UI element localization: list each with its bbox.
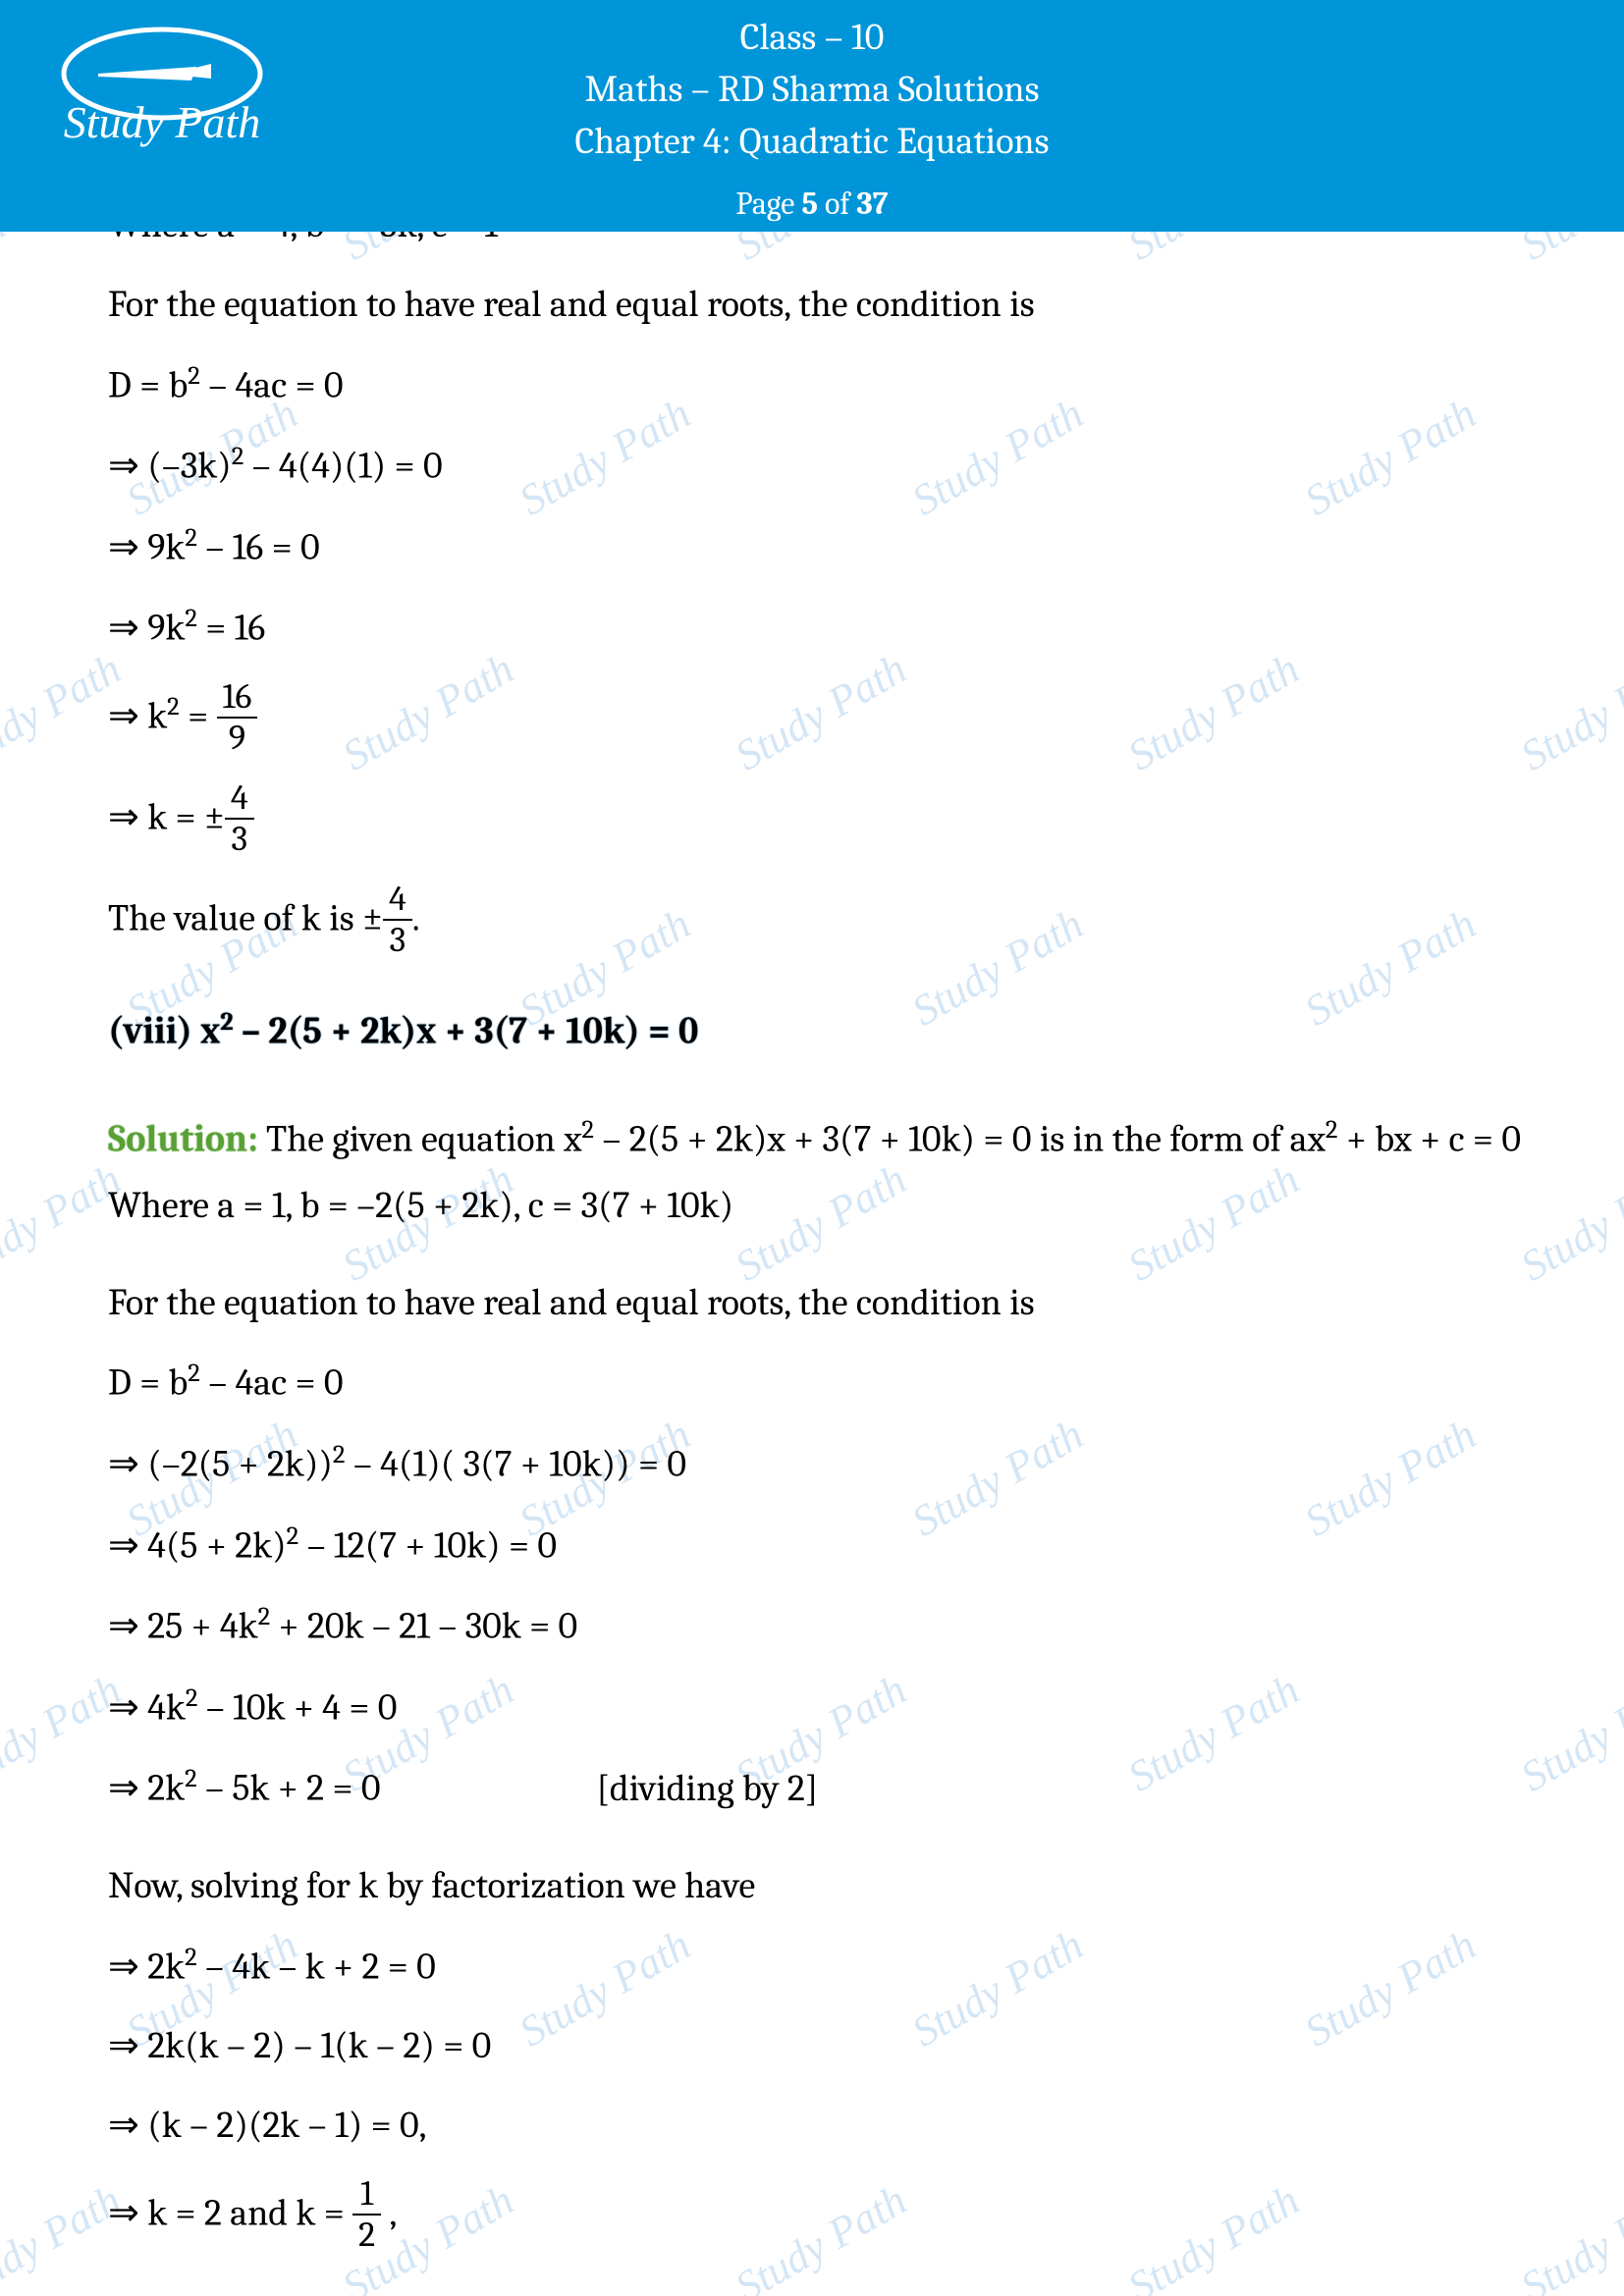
eq-line: ⇒ 4(5 + 2k)2 – 12(7 + 10k) = 0 bbox=[108, 1516, 1522, 1575]
svg-text:Study Path: Study Path bbox=[64, 97, 261, 147]
page-content: Where a = 4, b = –3k, c = 1 For the equa… bbox=[108, 196, 1522, 2277]
text-line: The value of k is ±43. bbox=[108, 881, 1522, 961]
eq-line: ⇒ 25 + 4k2 + 20k – 21 – 30k = 0 bbox=[108, 1596, 1522, 1656]
question-8: (viii) x2 – 2(5 + 2k)x + 3(7 + 10k) = 0 bbox=[108, 1001, 1522, 1061]
eq-note: [dividing by 2] bbox=[597, 1767, 819, 1810]
solution-line: Solution: The given equation x2 – 2(5 + … bbox=[108, 1109, 1522, 1169]
eq-line: ⇒ 9k2 – 16 = 0 bbox=[108, 517, 1522, 577]
studypath-logo: Study Path bbox=[39, 20, 285, 157]
text-line: For the equation to have real and equal … bbox=[108, 276, 1522, 334]
eq-line: D = b2 – 4ac = 0 bbox=[108, 1353, 1522, 1413]
eq-line: ⇒ 2k2 – 4k – k + 2 = 0 bbox=[108, 1937, 1522, 1997]
eq-line: ⇒ (k – 2)(2k – 1) = 0, bbox=[108, 2097, 1522, 2155]
eq-line: ⇒ 2k2 – 5k + 2 = 0[dividing by 2] bbox=[108, 1758, 1522, 1818]
page-footer: Page 5 of 37 bbox=[0, 177, 1624, 232]
text-line: Where a = 1, b = –2(5 + 2k), c = 3(7 + 1… bbox=[108, 1177, 1522, 1235]
eq-line: ⇒ 2k(k – 2) – 1(k – 2) = 0 bbox=[108, 2017, 1522, 2075]
eq-line: D = b2 – 4ac = 0 bbox=[108, 355, 1522, 415]
eq-line: ⇒ 4k2 – 10k + 4 = 0 bbox=[108, 1678, 1522, 1737]
eq-line: ⇒ k = ±43 bbox=[108, 780, 1522, 860]
eq-line: ⇒ 9k2 = 16 bbox=[108, 598, 1522, 658]
text-line: For the equation to have real and equal … bbox=[108, 1274, 1522, 1332]
eq-line: ⇒ (–2(5 + 2k))2 – 4(1)( 3(7 + 10k)) = 0 bbox=[108, 1434, 1522, 1494]
eq-line: ⇒ (–3k)2 – 4(4)(1) = 0 bbox=[108, 436, 1522, 496]
text-line: Now, solving for k by factorization we h… bbox=[108, 1857, 1522, 1915]
solution-label: Solution: bbox=[108, 1118, 258, 1161]
eq-line: ⇒ k2 = 169 bbox=[108, 679, 1522, 759]
eq-line: ⇒ k = 2 and k = 12 , bbox=[108, 2176, 1522, 2256]
page-header: Study Path Class – 10 Maths – RD Sharma … bbox=[0, 0, 1624, 177]
